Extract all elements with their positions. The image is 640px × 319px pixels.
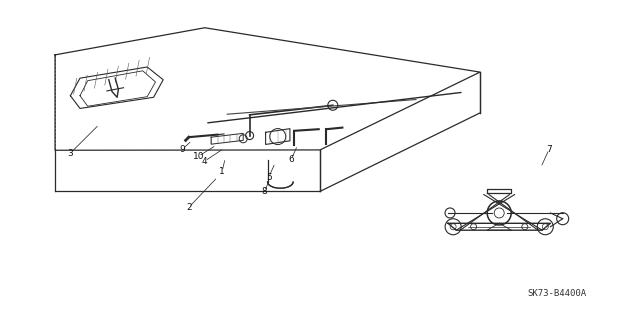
Text: 4: 4	[202, 157, 207, 166]
Text: 3: 3	[68, 149, 73, 158]
Text: 1: 1	[220, 167, 225, 176]
Text: 5: 5	[266, 173, 271, 182]
Text: SK73-B4400A: SK73-B4400A	[527, 289, 586, 298]
Text: 7: 7	[547, 145, 552, 154]
Text: 2: 2	[186, 203, 191, 212]
Text: 10: 10	[193, 152, 204, 161]
Text: 6: 6	[289, 155, 294, 164]
Text: 9: 9	[180, 145, 185, 154]
Text: 8: 8	[262, 187, 267, 196]
